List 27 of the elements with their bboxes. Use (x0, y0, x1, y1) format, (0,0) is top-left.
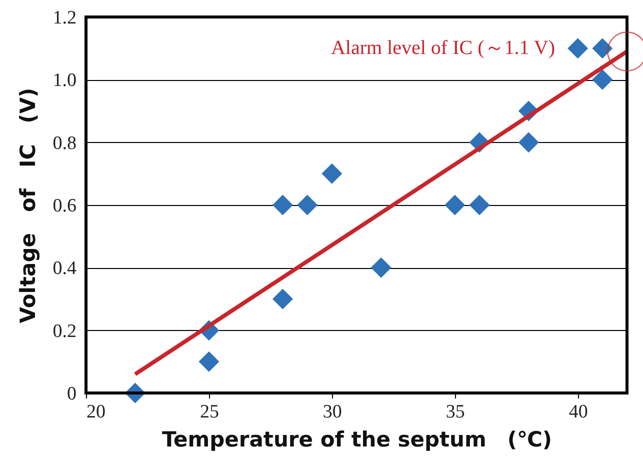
point (444, 194, 466, 216)
point (592, 38, 613, 59)
x-tick-label: 40 (568, 402, 588, 422)
x-tick-label: 25 (200, 402, 219, 422)
y-axis-title: Voltage of IC (V) (16, 88, 40, 324)
y-tick-label: 0.4 (52, 258, 77, 280)
y-tick-label: 0.6 (52, 196, 76, 216)
y-tick-label: 1.2 (52, 8, 76, 28)
y-tick-label: 1.0 (52, 70, 76, 92)
point (592, 69, 613, 90)
point (272, 194, 293, 216)
point (198, 351, 220, 372)
y-tick-label: 0.2 (52, 320, 76, 342)
x-axis-title: Temperature of the septum (℃) (162, 428, 552, 452)
point (322, 163, 342, 184)
point (272, 288, 293, 310)
y-tick-label: 0 (67, 384, 76, 404)
x-tick-label: 20 (86, 402, 106, 422)
y-tick-label: 0.8 (52, 132, 76, 154)
point (469, 194, 490, 216)
x-tick-label: 30 (322, 402, 342, 422)
annotation: Alarm level of IC (～1.1 V) (330, 37, 555, 59)
point (297, 194, 318, 216)
x-tick-label: 35 (446, 402, 465, 422)
point (568, 38, 588, 59)
point (518, 132, 539, 153)
point (370, 257, 392, 278)
